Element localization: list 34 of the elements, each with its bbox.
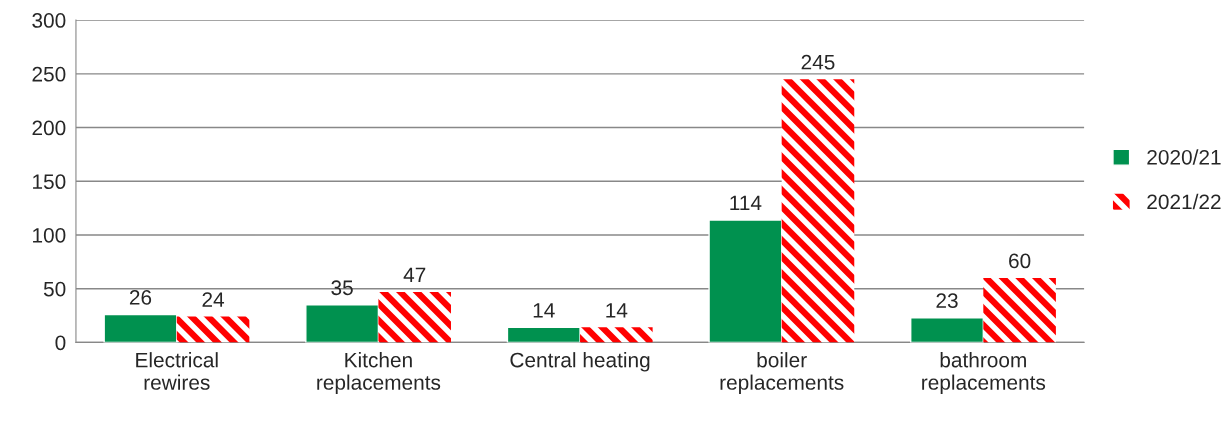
bar [708, 219, 783, 343]
x-tick-label: Central heating [510, 352, 650, 372]
data-label: 24 [202, 292, 225, 307]
y-tick-label: 50 [43, 281, 66, 297]
data-label: 14 [533, 303, 555, 318]
legend-label: 2021/22 [1147, 193, 1221, 210]
bar [378, 291, 451, 343]
data-label: 114 [730, 195, 762, 211]
bar [983, 277, 1056, 343]
bar [580, 327, 653, 343]
bar [506, 326, 581, 343]
legend-label: 2020/21 [1147, 149, 1221, 165]
data-label: 14 [606, 303, 628, 318]
bar [305, 304, 380, 343]
data-label: 47 [403, 267, 426, 283]
bar [103, 313, 178, 343]
x-tick-label: bathroom replacements [922, 352, 1046, 394]
y-tick-label: 100 [33, 227, 66, 243]
x-tick-label: Kitchen replacements [317, 352, 441, 394]
data-label: 245 [801, 54, 835, 70]
data-label: 35 [331, 280, 353, 296]
x-tick-label: Electrical rewires [136, 352, 218, 390]
y-tick-label: 250 [32, 66, 66, 82]
y-tick-label: 0 [55, 335, 66, 351]
bar [781, 79, 855, 343]
bar [910, 316, 985, 343]
y-tick-label: 200 [32, 120, 66, 136]
x-tick-label: boiler replacements [720, 352, 844, 394]
bar [176, 316, 250, 343]
data-label: 26 [129, 290, 152, 305]
data-label: 23 [936, 293, 958, 309]
data-label: 60 [1009, 253, 1031, 269]
y-tick-label: 150 [33, 174, 66, 190]
y-tick-label: 300 [32, 13, 66, 28]
